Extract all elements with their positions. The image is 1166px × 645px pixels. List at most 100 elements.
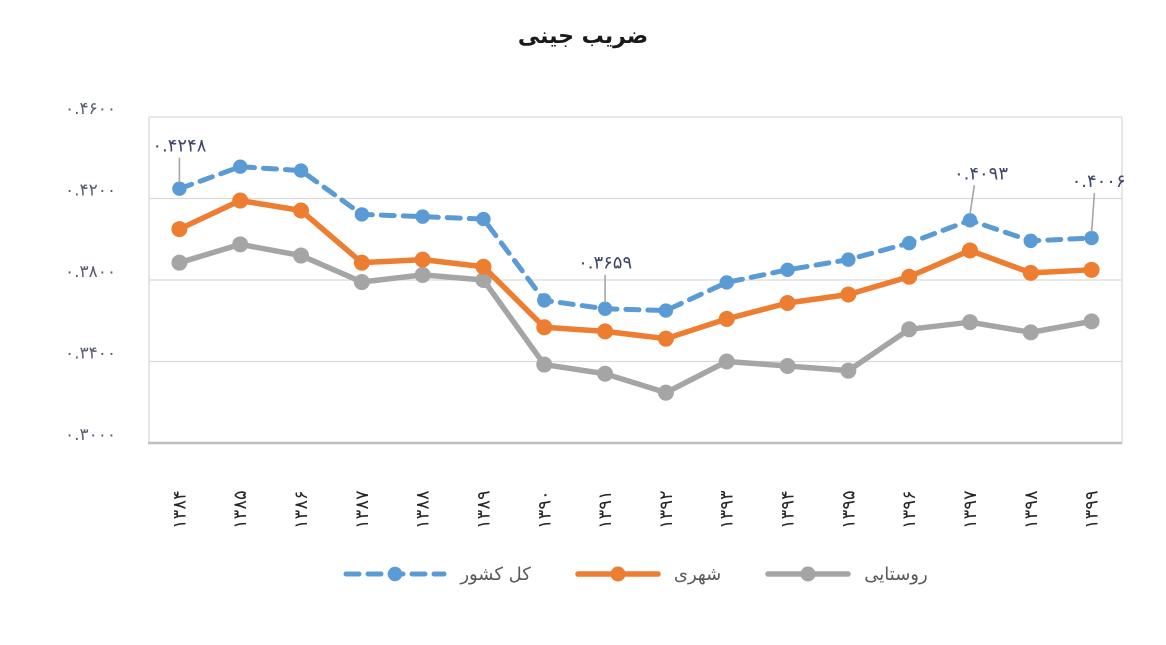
- data-point-total-country: [962, 213, 978, 228]
- data-point-rural: [293, 247, 310, 264]
- data-point-urban: [961, 242, 978, 259]
- data-point-urban: [414, 251, 431, 268]
- x-tick-label: ۱۳۹۴: [778, 490, 799, 529]
- legend-item-total-country: کل کشور: [343, 564, 531, 585]
- data-point-total-country: [658, 303, 674, 318]
- data-point-rural: [657, 384, 674, 401]
- series-urban: [171, 192, 1100, 347]
- data-point-total-country: [780, 262, 795, 278]
- data-point-urban: [475, 258, 492, 275]
- annotations: ۰.۴۲۴۸ ۰.۳۶۵۹ ۰.۴۰۹۳ ۰.۴۰۰۶: [152, 136, 1126, 303]
- data-point-total-country: [354, 207, 370, 222]
- data-point-urban: [597, 323, 614, 340]
- gridlines: [149, 116, 1122, 444]
- legend-item-urban: شهری: [575, 564, 721, 585]
- leader-line: [969, 185, 976, 215]
- x-tick-label: ۱۳۹۸: [1021, 490, 1042, 529]
- data-point-urban: [171, 221, 188, 238]
- data-point-urban: [536, 319, 553, 336]
- y-tick-label: ۰.۳۰۰۰: [65, 425, 116, 445]
- y-tick-label: ۰.۳۴۰۰: [65, 344, 116, 364]
- data-point-rural: [1022, 324, 1039, 341]
- x-tick-label: ۱۳۹۷: [960, 490, 981, 529]
- data-point-rural: [840, 362, 857, 379]
- data-point-rural: [901, 321, 918, 338]
- x-tick-label: ۱۳۸۷: [352, 490, 373, 529]
- data-point-rural: [1083, 313, 1100, 330]
- data-label: ۰.۴۲۴۸: [152, 136, 206, 157]
- x-tick-label: ۱۳۹۲: [656, 490, 677, 529]
- data-label: ۰.۴۰۰۶: [1072, 171, 1126, 192]
- series-total-country: [172, 159, 1099, 318]
- data-point-urban: [353, 254, 370, 271]
- data-point-total-country: [901, 235, 917, 251]
- data-point-rural: [414, 266, 431, 283]
- data-point-rural: [475, 272, 492, 288]
- data-point-total-country: [293, 163, 309, 178]
- y-axis-labels: ۰.۴۶۰۰ ۰.۴۲۰۰ ۰.۳۸۰۰ ۰.۳۴۰۰ ۰.۳۰۰۰: [65, 99, 116, 445]
- data-point-urban: [1022, 264, 1039, 281]
- legend-item-rural: روستایی: [765, 563, 928, 585]
- data-point-total-country: [597, 301, 613, 316]
- data-point-rural: [779, 357, 796, 374]
- series-line-rural: [176, 241, 1095, 396]
- data-point-urban: [657, 330, 674, 347]
- legend-swatch-urban: [575, 566, 661, 582]
- leader-line: [1090, 192, 1096, 233]
- x-tick-label: ۱۳۸۸: [413, 490, 434, 529]
- data-point-urban: [840, 286, 857, 303]
- data-point-urban: [901, 268, 918, 285]
- x-tick-label: ۱۳۸۹: [473, 490, 494, 529]
- data-point-total-country: [537, 293, 552, 308]
- data-point-total-country: [476, 211, 491, 227]
- legend-label-urban: شهری: [673, 563, 722, 585]
- data-point-urban: [232, 192, 249, 209]
- data-point-rural: [353, 274, 370, 291]
- legend-swatch-rural: [765, 566, 852, 582]
- legend-label-total-country: کل کشور: [460, 563, 531, 585]
- data-point-rural: [232, 236, 249, 253]
- x-tick-label: ۱۳۹۳: [717, 490, 738, 529]
- series-line-urban: [176, 197, 1095, 342]
- data-point-total-country: [1023, 233, 1038, 249]
- data-label: ۰.۳۶۵۹: [578, 253, 632, 274]
- data-point-rural: [536, 356, 553, 373]
- x-tick-label: ۱۳۹۱: [595, 490, 616, 529]
- x-tick-label: ۱۳۸۶: [291, 490, 312, 529]
- x-tick-label: ۱۳۹۰: [534, 490, 555, 529]
- data-point-total-country: [719, 275, 734, 290]
- y-tick-label: ۰.۴۲۰۰: [65, 181, 116, 201]
- legend-marker-icon: [800, 566, 816, 582]
- series-line-total-country: [176, 164, 1095, 314]
- data-point-urban: [1083, 261, 1100, 278]
- data-point-rural: [718, 353, 735, 370]
- legend: کل کشور شهری روستایی: [149, 556, 1122, 592]
- data-label: ۰.۴۰۹۳: [954, 163, 1008, 184]
- data-point-rural: [961, 314, 978, 331]
- y-tick-label: ۰.۳۸۰۰: [65, 262, 116, 282]
- chart-title: ضریب جینی: [517, 24, 649, 49]
- legend-label-rural: روستایی: [864, 563, 928, 585]
- data-point-urban: [779, 295, 796, 312]
- data-point-rural: [597, 365, 614, 382]
- legend-swatch-total-country: [343, 566, 447, 582]
- x-tick-label: ۱۳۹۵: [838, 490, 859, 529]
- data-point-total-country: [172, 181, 187, 196]
- x-tick-label: ۱۳۹۶: [899, 490, 920, 529]
- y-tick-label: ۰.۴۶۰۰: [65, 99, 116, 119]
- data-point-rural: [171, 254, 188, 271]
- legend-marker-icon: [388, 566, 403, 582]
- series-rural: [171, 236, 1100, 401]
- x-tick-label: ۱۳۹۹: [1082, 490, 1103, 529]
- data-point-urban: [718, 310, 735, 327]
- data-point-total-country: [233, 159, 248, 174]
- x-tick-label: ۱۳۸۴: [169, 490, 190, 529]
- data-point-urban: [293, 202, 310, 219]
- data-point-total-country: [841, 252, 856, 267]
- legend-marker-icon: [610, 566, 626, 582]
- data-point-total-country: [415, 209, 430, 224]
- data-point-total-country: [1084, 230, 1099, 246]
- x-tick-label: ۱۳۸۵: [230, 490, 251, 529]
